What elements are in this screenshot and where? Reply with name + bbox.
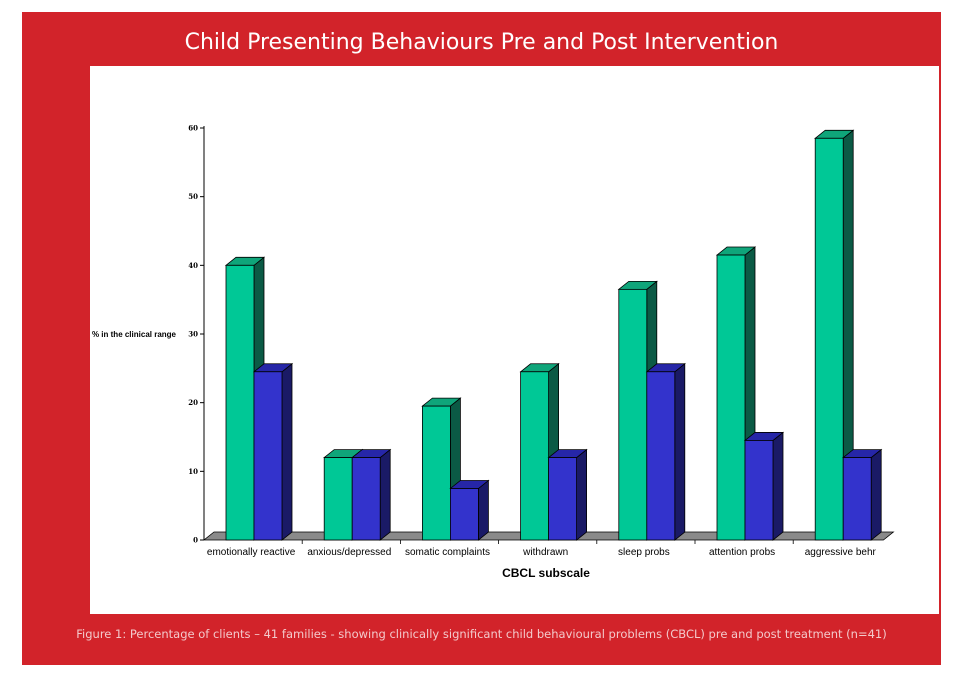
bar-side <box>477 479 489 541</box>
bar-post <box>645 362 686 541</box>
bar-front <box>842 457 872 541</box>
x-tick-label: anxious/depressed <box>307 547 391 558</box>
bar-front <box>225 264 255 541</box>
x-tick-label: emotionally reactive <box>207 547 296 558</box>
chart-marks <box>224 129 883 541</box>
bar-front <box>744 440 774 541</box>
bar-front <box>253 371 283 541</box>
bar-side <box>281 362 293 541</box>
bar-front <box>449 488 479 541</box>
bar-side <box>576 448 587 541</box>
figure-title: Child Presenting Behaviours Pre and Post… <box>184 30 779 55</box>
bar-post <box>351 448 392 541</box>
bar-side <box>772 431 784 541</box>
bar-side <box>674 362 686 541</box>
bar-pre <box>814 129 855 541</box>
bar-post <box>547 448 588 541</box>
x-tick-label: aggressive behr <box>805 547 877 558</box>
x-tick-label: withdrawn <box>522 547 568 558</box>
bar-post <box>449 479 490 541</box>
bar-front <box>646 371 676 541</box>
y-tick-label: 40 <box>188 261 198 270</box>
bar-front <box>814 137 844 541</box>
y-tick-label: 30 <box>188 330 198 339</box>
x-tick-label: somatic complaints <box>405 547 490 558</box>
bar-front <box>421 405 451 541</box>
bar-front <box>716 254 746 541</box>
y-tick-label: 60 <box>188 124 198 133</box>
y-tick-label: 50 <box>188 192 198 201</box>
bar-post <box>842 448 883 541</box>
bar-side <box>379 448 391 541</box>
y-tick-label: 0 <box>193 536 198 545</box>
bar-front <box>520 371 549 541</box>
bar-front <box>618 288 648 541</box>
bar-front <box>351 457 381 541</box>
y-tick-label: 20 <box>188 398 198 407</box>
figure-caption: Figure 1: Percentage of clients – 41 fam… <box>76 627 887 641</box>
x-tick-label: attention probs <box>709 547 775 558</box>
bar-post <box>252 362 294 541</box>
y-axis-label: % in the clinical range <box>92 330 177 339</box>
x-tick-label: sleep probs <box>618 547 670 558</box>
bar-post <box>743 431 785 541</box>
bar-side <box>870 448 882 541</box>
y-tick-label: 10 <box>188 467 198 476</box>
bar-front <box>323 457 353 541</box>
bar-front <box>548 457 577 541</box>
x-axis-label: CBCL subscale <box>502 566 590 580</box>
